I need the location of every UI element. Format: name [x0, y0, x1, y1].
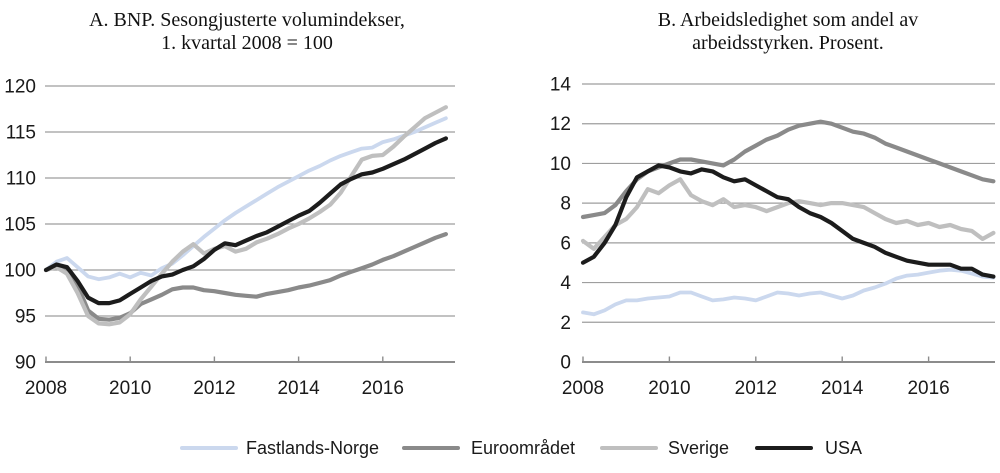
x-tick-label: 2012	[735, 378, 777, 399]
panel-a-title-line1: A. BNP. Sesongjusterte volumindekser,	[89, 9, 405, 31]
panel-a-title-line2: 1. kvartal 2008 = 100	[161, 32, 333, 54]
y-tick-label: 6	[560, 233, 571, 254]
y-tick-label: 8	[560, 194, 571, 215]
panel-b-plot: 2008 2010 2012 2014 2016 0 2 4 6 8 10 12 14	[550, 75, 996, 399]
series-line-sverige	[580, 177, 996, 251]
x-tick-label: 2016	[907, 378, 949, 399]
y-tick-label: 4	[560, 273, 571, 294]
y-tick-label: 110	[6, 169, 36, 190]
series-line-sverige	[43, 105, 448, 327]
legend-item-fastlands-norge: Fastlands-Norge	[180, 439, 379, 457]
legend-line-swatch-usa	[755, 445, 813, 451]
x-tick-label: 2014	[277, 378, 320, 399]
y-tick-label: 90	[15, 353, 36, 374]
y-tick-label: 115	[6, 123, 36, 144]
y-tick-label: 95	[15, 307, 36, 328]
legend-label-euroomradet: Euroområdet	[471, 438, 576, 458]
y-tick-label: 105	[4, 215, 36, 236]
x-tick-label: 2014	[821, 378, 864, 399]
panel-b-title-line2: arbeidsstyrken. Prosent.	[692, 32, 884, 54]
series-line-fastlands-norge	[44, 116, 448, 282]
y-tick-label: 0	[560, 353, 571, 374]
legend-item-usa: USA	[755, 439, 862, 457]
y-tick-label: 120	[4, 77, 36, 98]
y-tick-label: 100	[4, 261, 36, 282]
series-line-fastlands-norge	[581, 267, 996, 317]
y-tick-label: 14	[550, 75, 572, 96]
legend-line-swatch-euroomradet	[402, 445, 460, 451]
panel-b-title-line1: B. Arbeidsledighet som andel av	[657, 9, 919, 31]
x-tick-label: 2008	[25, 378, 67, 399]
y-tick-label: 10	[550, 154, 571, 175]
panel-a-title: A. BNP. Sesongjusterte volumindekser, 1.…	[47, 9, 447, 55]
x-tick-label: 2010	[109, 378, 151, 399]
legend-item-euroomradet: Euroområdet	[402, 439, 575, 457]
series-line-euroomradet	[43, 232, 448, 322]
x-tick-label: 2008	[562, 378, 604, 399]
legend-line-swatch-fastlands-norge	[180, 445, 238, 451]
x-tick-label: 2012	[193, 378, 235, 399]
panel-a-plot: 2008 2010 2012 2014 2016 90 95 100 105 110 115 120	[4, 77, 455, 399]
legend-label-usa: USA	[825, 438, 863, 458]
legend-label-fastlands-norge: Fastlands-Norge	[246, 438, 380, 458]
y-tick-label: 2	[560, 313, 571, 334]
x-tick-label: 2016	[362, 378, 404, 399]
legend-line-swatch-sverige	[600, 445, 658, 451]
panel-b-title: B. Arbeidsledighet som andel av arbeidss…	[588, 9, 988, 55]
y-tick-label: 12	[550, 114, 571, 135]
x-tick-label: 2010	[648, 378, 690, 399]
legend-item-sverige: Sverige	[600, 439, 729, 457]
legend-label-sverige: Sverige	[668, 438, 730, 458]
series-line-usa	[43, 136, 448, 306]
series-line-usa	[580, 163, 996, 279]
